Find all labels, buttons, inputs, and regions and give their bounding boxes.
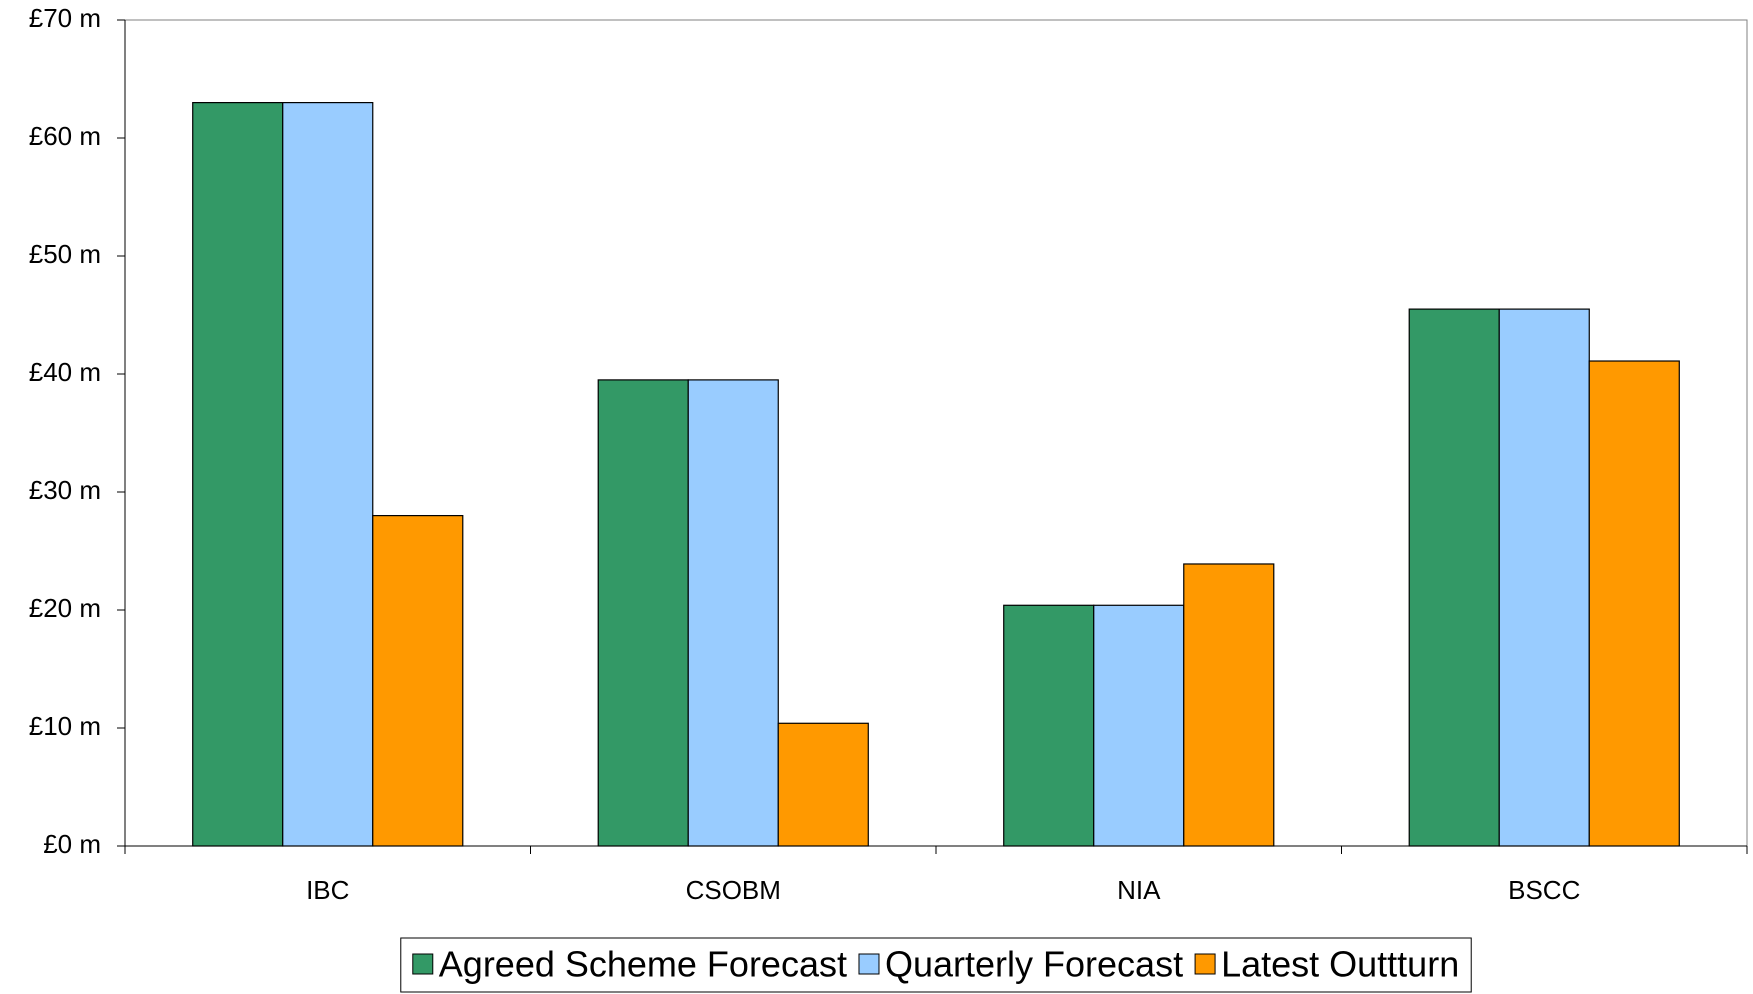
bar: [192, 101, 284, 847]
x-tick-label: CSOBM: [686, 875, 781, 905]
y-tick-label: £70 m: [29, 3, 101, 33]
y-tick-label: £30 m: [29, 475, 101, 505]
legend-swatch: [1194, 953, 1216, 975]
y-tick-label: £0 m: [43, 829, 101, 859]
bar: [1498, 308, 1590, 847]
legend-swatch: [412, 953, 434, 975]
legend-swatch: [858, 953, 880, 975]
x-tick-label: IBC: [306, 875, 349, 905]
bar: [1093, 604, 1185, 847]
bar: [1003, 604, 1095, 847]
bar: [1408, 308, 1500, 847]
x-tick-label: BSCC: [1508, 875, 1580, 905]
bar: [597, 379, 689, 847]
bar: [1183, 563, 1275, 847]
y-tick-label: £40 m: [29, 357, 101, 387]
legend-box: [400, 937, 1472, 993]
legend-label: Latest Outtturn: [1221, 944, 1459, 985]
bar: [777, 722, 869, 847]
bar: [372, 514, 464, 847]
y-tick-label: £20 m: [29, 593, 101, 623]
legend-label: Quarterly Forecast: [885, 944, 1183, 985]
y-tick-label: £10 m: [29, 711, 101, 741]
y-tick-label: £50 m: [29, 239, 101, 269]
legend-label: Agreed Scheme Forecast: [439, 944, 847, 985]
bar: [1588, 360, 1680, 847]
y-tick-label: £60 m: [29, 121, 101, 151]
x-tick-label: NIA: [1117, 875, 1161, 905]
bar: [282, 101, 374, 847]
bar: [687, 379, 779, 847]
